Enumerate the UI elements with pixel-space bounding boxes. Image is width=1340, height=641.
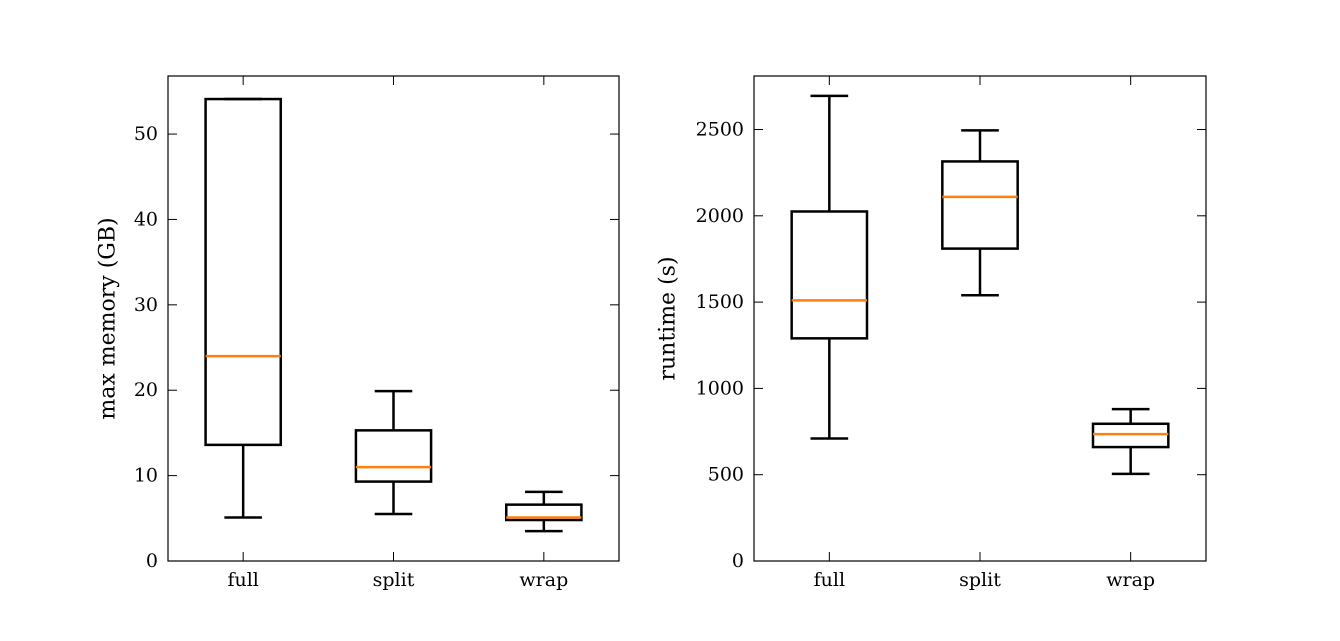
y-tick-label: 30 [134, 294, 158, 316]
box-split [354, 389, 433, 516]
box-wrap [505, 490, 583, 533]
y-tick-label: 10 [134, 465, 158, 487]
box-wrap [1091, 407, 1170, 476]
box-full [204, 97, 282, 519]
y-tick-label: 40 [134, 208, 158, 230]
y-tick-label: 0 [146, 550, 158, 572]
y-tick-label: 0 [732, 550, 744, 572]
x-tick-label: full [814, 569, 845, 591]
iqr-box [941, 160, 1019, 250]
x-tick-label: wrap [1106, 569, 1155, 591]
x-tick-label: wrap [519, 569, 568, 591]
y-tick-label: 1000 [696, 377, 744, 399]
iqr-box [505, 503, 583, 522]
iqr-box [204, 97, 282, 447]
box-full [790, 94, 869, 440]
memory-y-axis-label: max memory (GB) [96, 217, 121, 419]
x-tick-label: full [227, 569, 258, 591]
x-tick-label: split [959, 569, 1001, 591]
box-split [941, 129, 1019, 297]
runtime-panel: 0 500 1000 1500 2000 2500 full split wrap runtime… [656, 75, 1207, 591]
y-tick-label: 2000 [696, 205, 744, 227]
y-tick-label: 20 [134, 379, 158, 401]
y-tick-label: 2500 [696, 119, 744, 141]
x-tick-label: split [373, 569, 415, 591]
y-tick-label: 50 [134, 123, 158, 145]
runtime-y-axis-label: runtime (s) [656, 256, 681, 380]
iqr-box [1091, 422, 1170, 449]
iqr-box [354, 429, 433, 483]
iqr-box [790, 210, 869, 340]
memory-panel: 0 10 20 30 40 50 full split wrap max memory (GB) [96, 75, 620, 591]
y-tick-label: 500 [708, 464, 744, 486]
y-tick-label: 1500 [696, 291, 744, 313]
